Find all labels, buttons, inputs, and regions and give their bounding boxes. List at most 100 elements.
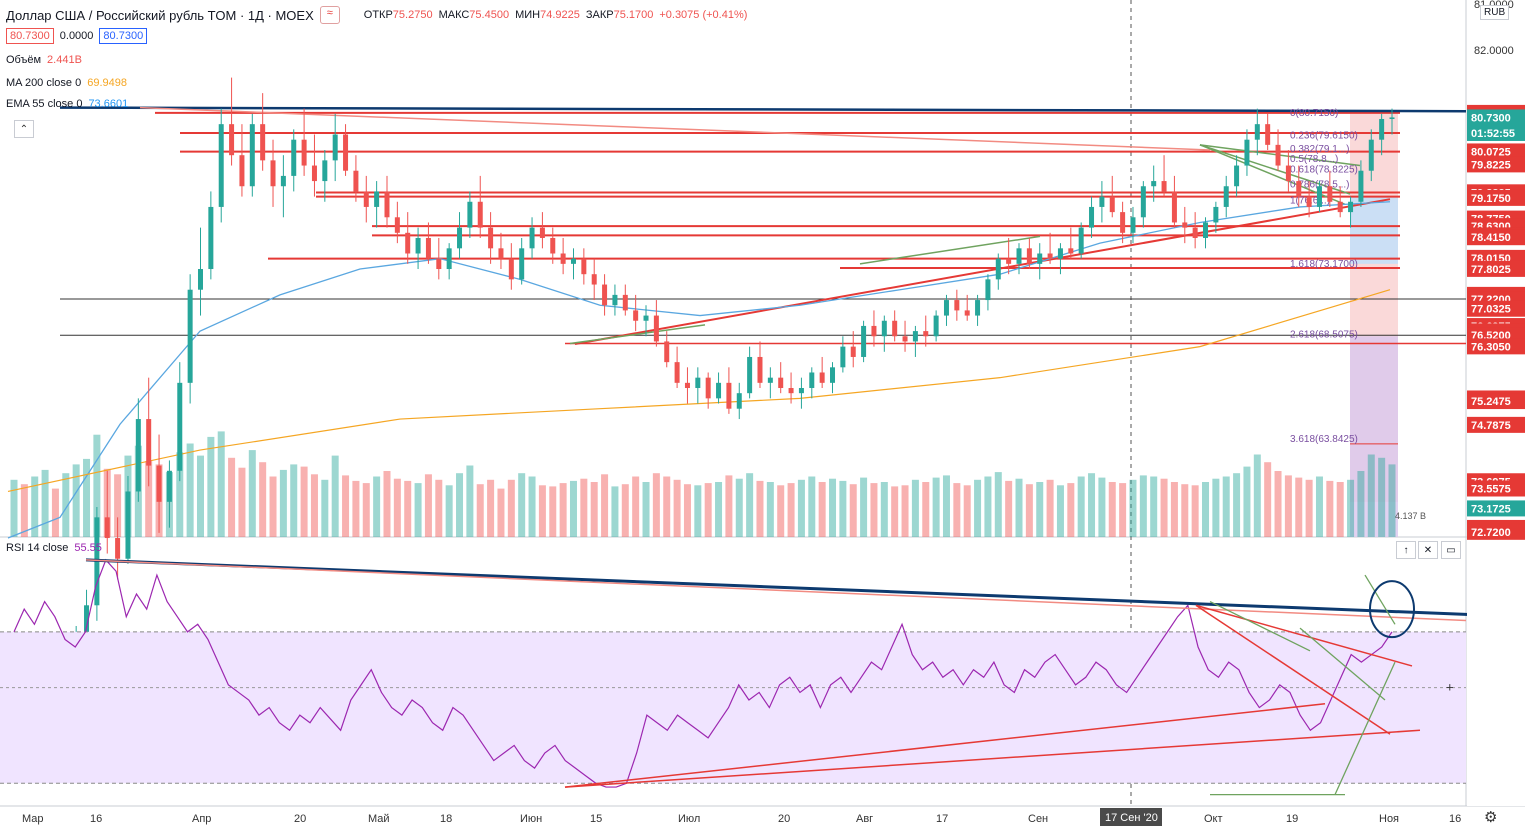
- volume-bar: [891, 486, 899, 537]
- volume-bar: [1077, 476, 1085, 537]
- volume-bar: [932, 477, 940, 537]
- candle-body: [436, 258, 442, 270]
- candle-body: [84, 605, 90, 642]
- candle-body: [104, 517, 110, 539]
- time-tick: Июн: [520, 813, 542, 825]
- volume-bar: [559, 483, 567, 537]
- volume-bar: [269, 476, 277, 537]
- rsi-close-button[interactable]: ✕: [1418, 541, 1438, 559]
- volume-bar: [51, 488, 59, 537]
- open-value: 75.2750: [392, 9, 433, 21]
- time-tick: 17: [936, 813, 948, 825]
- candle-body: [1368, 139, 1374, 171]
- volume-bar: [1326, 480, 1334, 537]
- price-label-bg: [1467, 156, 1525, 173]
- candle-body: [166, 470, 172, 502]
- candle-body: [394, 217, 400, 233]
- volume-bar: [207, 436, 215, 537]
- projection-zone: [1350, 336, 1398, 537]
- candle-body: [1047, 253, 1053, 259]
- bid-price[interactable]: 80.7300: [6, 28, 54, 44]
- volume-bar: [829, 478, 837, 537]
- compare-icon[interactable]: ≈: [319, 6, 340, 24]
- price-label-bg: [1467, 260, 1525, 277]
- open-label: ОТКР: [363, 9, 393, 21]
- volume-bar: [1253, 454, 1261, 537]
- time-tick: 16: [90, 813, 102, 825]
- candlesticks: [11, 77, 1395, 766]
- candle-body: [1234, 165, 1240, 187]
- candle-body: [405, 232, 411, 254]
- volume-bar: [352, 480, 360, 537]
- time-tick: 15: [590, 813, 602, 825]
- candle-body: [529, 227, 535, 249]
- candle-body: [1254, 124, 1260, 140]
- volume-bar: [601, 474, 609, 537]
- candle-body: [871, 325, 877, 337]
- rsi-move-up-button[interactable]: ↑: [1396, 541, 1416, 559]
- volume-bar: [114, 474, 122, 537]
- settings-gear-icon[interactable]: ⚙: [1484, 809, 1498, 826]
- candle-body: [881, 320, 887, 337]
- volume-bar: [41, 469, 49, 537]
- price-label-bg: [1467, 416, 1525, 433]
- volume-bar: [632, 476, 640, 537]
- volume-bar: [518, 473, 526, 537]
- rsi-maximize-button[interactable]: ▭: [1441, 541, 1461, 559]
- rsi-label: RSI 14 close: [6, 542, 69, 554]
- candle-body: [1057, 248, 1063, 259]
- navy-trend-line: [59, 106, 1467, 113]
- candle-body: [1316, 186, 1322, 207]
- candle-body: [819, 372, 825, 383]
- low-value: 74.9225: [540, 9, 580, 21]
- volume-bar: [1129, 479, 1137, 537]
- symbol-header: Доллар США / Российский рубль TOM · 1Д ·…: [6, 6, 747, 24]
- candle-body: [1337, 201, 1343, 213]
- candle-body: [550, 237, 556, 254]
- candle-body: [415, 237, 421, 254]
- volume-bar: [901, 485, 909, 537]
- time-tick: Июл: [678, 813, 700, 825]
- symbol-title[interactable]: Доллар США / Российский рубль TOM · 1Д ·…: [6, 7, 314, 23]
- volume-bar: [911, 479, 919, 537]
- high-label: МАКС: [438, 9, 470, 21]
- candle-body: [943, 300, 949, 316]
- volume-legend[interactable]: Объём 2.441B: [6, 54, 82, 66]
- candle-body: [995, 258, 1001, 280]
- candle-body: [830, 367, 836, 383]
- time-tick: Мар: [22, 813, 44, 825]
- candle-body: [1161, 181, 1167, 192]
- candle-body: [270, 160, 276, 187]
- volume-bar: [715, 482, 723, 537]
- ma-legend[interactable]: MA 200 close 0 69.9498: [6, 77, 127, 89]
- time-tick: 16: [1449, 813, 1461, 825]
- volume-bar: [953, 483, 961, 537]
- volume-bar: [290, 464, 298, 537]
- volume-bar: [321, 479, 329, 537]
- candle-body: [208, 206, 214, 270]
- candle-body: [218, 124, 224, 207]
- price-label: 80.0725: [1471, 146, 1511, 158]
- price-label: 72.7200: [1471, 527, 1511, 539]
- volume-bar: [621, 484, 629, 537]
- currency-badge[interactable]: RUB: [1480, 5, 1510, 20]
- volume-bar: [1108, 482, 1116, 537]
- volume-bar: [373, 476, 381, 537]
- volume-value: 2.441B: [47, 54, 82, 66]
- ask-price[interactable]: 80.7300: [99, 28, 148, 44]
- candle-body: [363, 191, 369, 207]
- volume-bar: [1295, 477, 1303, 537]
- collapse-legend-button[interactable]: ⌃: [14, 120, 34, 138]
- candle-body: [1182, 222, 1188, 228]
- volume-bar: [1378, 457, 1386, 537]
- volume-bar: [1025, 484, 1033, 537]
- ema-legend[interactable]: EMA 55 close 0 73.6601: [6, 98, 128, 110]
- candle-body: [664, 341, 670, 363]
- crosshair-date-bg: [1100, 808, 1162, 826]
- candle-body: [260, 124, 266, 161]
- volume-bar: [435, 479, 443, 537]
- rsi-legend[interactable]: RSI 14 close 55.55: [6, 542, 102, 554]
- volume-bar: [683, 484, 691, 537]
- volume-bar: [1056, 485, 1064, 537]
